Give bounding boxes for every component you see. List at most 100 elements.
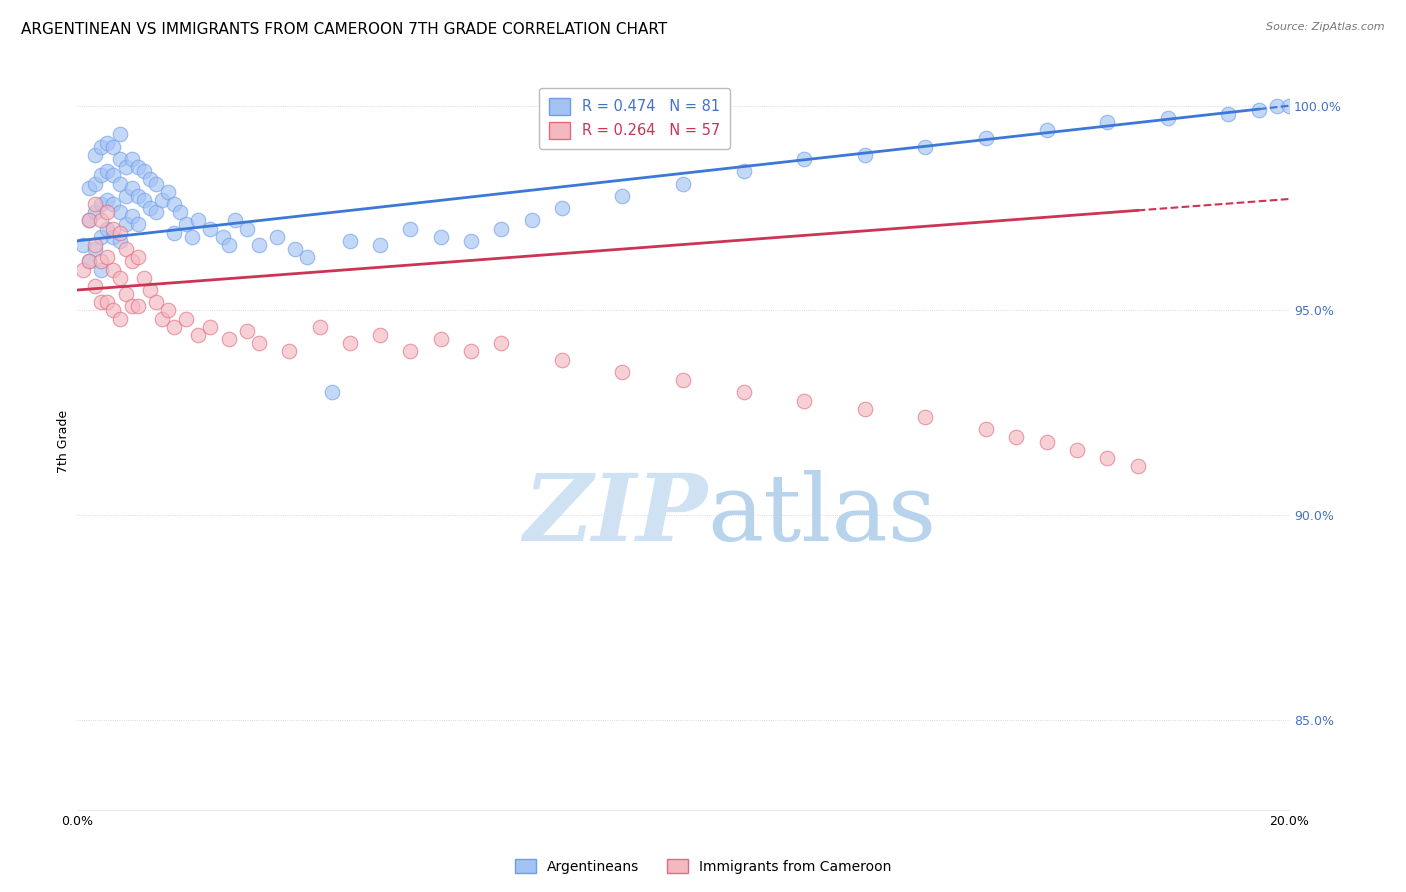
Point [1157,111,1180,125]
Point [108,205,131,219]
Point [169,205,191,219]
Point [77,254,100,268]
Point [84,242,107,256]
Point [103,197,125,211]
Text: ZIP: ZIP [523,470,707,560]
Point [218,238,240,252]
Point [84,148,107,162]
Point [1218,107,1240,121]
Point [266,229,288,244]
Point [672,373,695,387]
Point [1247,103,1270,117]
Text: atlas: atlas [707,470,936,560]
Point [914,409,936,424]
Point [163,197,186,211]
Point [139,283,162,297]
Point [132,164,155,178]
Point [96,164,118,178]
Point [103,262,125,277]
Point [90,254,112,268]
Legend: Argentineans, Immigrants from Cameroon: Argentineans, Immigrants from Cameroon [508,852,898,880]
Point [308,319,330,334]
Point [247,238,270,252]
Text: ARGENTINEAN VS IMMIGRANTS FROM CAMEROON 7TH GRADE CORRELATION CHART: ARGENTINEAN VS IMMIGRANTS FROM CAMEROON … [21,22,668,37]
Point [96,221,118,235]
Point [157,303,180,318]
Y-axis label: 7th Grade: 7th Grade [58,410,70,473]
Point [974,131,997,145]
Point [121,299,143,313]
Point [139,172,162,186]
Point [672,177,695,191]
Point [150,193,173,207]
Point [108,311,131,326]
Point [339,336,361,351]
Point [90,229,112,244]
Point [491,221,513,235]
Point [84,197,107,211]
Point [1265,99,1288,113]
Point [103,169,125,183]
Point [1066,442,1088,457]
Point [339,234,361,248]
Legend: R = 0.474   N = 81, R = 0.264   N = 57: R = 0.474 N = 81, R = 0.264 N = 57 [540,87,730,149]
Point [127,160,149,174]
Point [460,344,482,359]
Point [127,299,149,313]
Point [108,234,131,248]
Point [127,218,149,232]
Point [96,295,118,310]
Point [200,319,222,334]
Point [163,226,186,240]
Point [974,422,997,436]
Point [103,139,125,153]
Point [108,270,131,285]
Point [520,213,543,227]
Point [853,148,876,162]
Point [187,213,209,227]
Point [368,328,391,343]
Point [72,262,94,277]
Point [793,152,815,166]
Point [72,238,94,252]
Point [103,229,125,244]
Point [139,201,162,215]
Point [1035,123,1057,137]
Point [218,332,240,346]
Point [1005,430,1028,444]
Point [108,152,131,166]
Point [84,177,107,191]
Point [321,385,343,400]
Point [399,221,422,235]
Point [491,336,513,351]
Point [114,287,136,301]
Point [77,180,100,194]
Point [145,177,167,191]
Point [399,344,422,359]
Point [127,250,149,264]
Point [77,213,100,227]
Point [84,238,107,252]
Point [1278,99,1301,113]
Point [429,229,451,244]
Point [114,242,136,256]
Point [914,139,936,153]
Point [145,205,167,219]
Text: Source: ZipAtlas.com: Source: ZipAtlas.com [1267,22,1385,32]
Point [121,209,143,223]
Point [1126,459,1149,474]
Point [150,311,173,326]
Point [174,311,197,326]
Point [174,218,197,232]
Point [103,303,125,318]
Point [90,295,112,310]
Point [211,229,233,244]
Point [793,393,815,408]
Point [551,201,574,215]
Point [77,254,100,268]
Point [733,164,755,178]
Point [1097,115,1119,129]
Point [96,205,118,219]
Point [200,221,222,235]
Point [187,328,209,343]
